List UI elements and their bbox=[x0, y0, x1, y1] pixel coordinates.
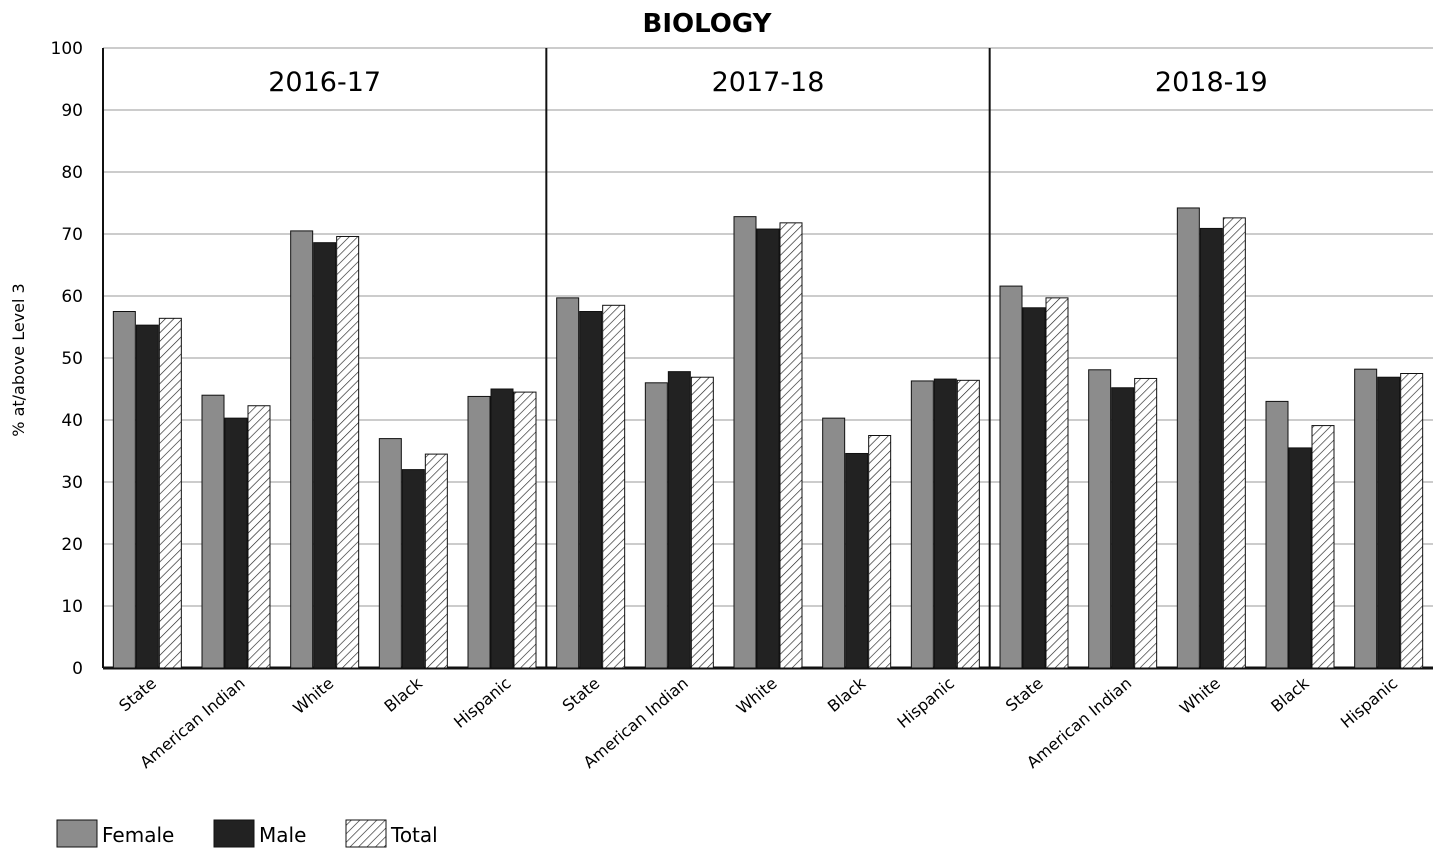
x-tick-label: State bbox=[559, 674, 604, 716]
bar-male bbox=[1022, 307, 1046, 669]
bar-female bbox=[1176, 207, 1200, 669]
bar-total bbox=[868, 435, 892, 669]
bar-total bbox=[1045, 297, 1069, 669]
y-tick-label: 100 bbox=[51, 39, 83, 59]
bar-female bbox=[201, 394, 225, 669]
x-tick-label: White bbox=[1176, 674, 1224, 718]
y-tick-label: 20 bbox=[61, 535, 83, 555]
bar-male bbox=[933, 378, 957, 669]
x-tick-label: State bbox=[1002, 674, 1047, 716]
x-tick-label: White bbox=[289, 674, 337, 718]
legend-label: Female bbox=[102, 823, 174, 847]
bar-female bbox=[556, 297, 580, 669]
y-axis-label: % at/above Level 3 bbox=[9, 283, 28, 436]
bar-total bbox=[424, 453, 448, 669]
y-tick-label: 60 bbox=[61, 287, 83, 307]
bar-total bbox=[247, 405, 271, 669]
legend-label: Total bbox=[390, 823, 438, 847]
bar-total bbox=[956, 379, 980, 669]
bar-male bbox=[1199, 227, 1223, 669]
bar-male bbox=[1377, 376, 1401, 669]
bar-female bbox=[378, 438, 402, 669]
bar-total bbox=[1134, 377, 1158, 669]
legend-swatch-female bbox=[56, 819, 98, 848]
x-tick-label: White bbox=[733, 674, 781, 718]
bar-male bbox=[667, 371, 691, 669]
legend-swatch-male bbox=[213, 819, 255, 848]
bar-total bbox=[513, 391, 537, 669]
panel-label: 2017-18 bbox=[712, 67, 825, 98]
bar-female bbox=[999, 285, 1023, 669]
bar-male bbox=[756, 228, 780, 669]
y-tick-label: 50 bbox=[61, 349, 83, 369]
bar-female bbox=[733, 216, 757, 669]
bar-total bbox=[158, 317, 182, 669]
bar-female bbox=[1088, 369, 1112, 669]
bar-total bbox=[1400, 373, 1424, 669]
bar-female bbox=[1354, 368, 1378, 669]
y-tick-label: 10 bbox=[61, 597, 83, 617]
bar-total bbox=[1222, 217, 1246, 669]
bar-male bbox=[1288, 447, 1312, 669]
bar-male bbox=[401, 469, 425, 669]
bar-female bbox=[112, 311, 136, 669]
y-tick-label: 80 bbox=[61, 163, 83, 183]
bar-male bbox=[579, 311, 603, 669]
x-tick-label: Black bbox=[824, 673, 870, 716]
bar-male bbox=[1111, 387, 1135, 669]
bar-female bbox=[822, 417, 846, 669]
x-tick-label: State bbox=[115, 674, 160, 716]
bar-male bbox=[490, 388, 514, 669]
bar-total bbox=[602, 304, 626, 669]
panel-label: 2016-17 bbox=[268, 67, 381, 98]
x-tick-label: Hispanic bbox=[450, 674, 514, 732]
bar-male bbox=[224, 417, 248, 669]
bar-total bbox=[779, 222, 803, 669]
chart-title: BIOLOGY bbox=[643, 9, 773, 39]
bar-female bbox=[910, 380, 934, 669]
bar-female bbox=[644, 382, 668, 669]
x-tick-label: Hispanic bbox=[893, 674, 957, 732]
bar-total bbox=[1311, 425, 1335, 669]
bar-male bbox=[135, 324, 159, 669]
x-tick-label: Black bbox=[1267, 673, 1313, 716]
legend: Female Male Total bbox=[56, 819, 438, 848]
legend-label: Male bbox=[259, 823, 306, 847]
bar-total bbox=[336, 235, 360, 669]
bar-male bbox=[845, 452, 869, 669]
bar-female bbox=[467, 395, 491, 669]
y-tick-label: 70 bbox=[61, 225, 83, 245]
x-tick-label: Hispanic bbox=[1337, 674, 1401, 732]
y-tick-label: 40 bbox=[61, 411, 83, 431]
y-tick-label: 0 bbox=[72, 659, 83, 679]
panel-label: 2018-19 bbox=[1155, 67, 1268, 98]
bar-total bbox=[690, 376, 714, 669]
x-tick-label: Black bbox=[381, 673, 427, 716]
y-tick-label: 90 bbox=[61, 101, 83, 121]
bar-female bbox=[1265, 400, 1289, 669]
y-tick-label: 30 bbox=[61, 473, 83, 493]
legend-swatch-total bbox=[345, 819, 387, 848]
bar-male bbox=[313, 242, 337, 669]
bar-female bbox=[290, 230, 314, 669]
